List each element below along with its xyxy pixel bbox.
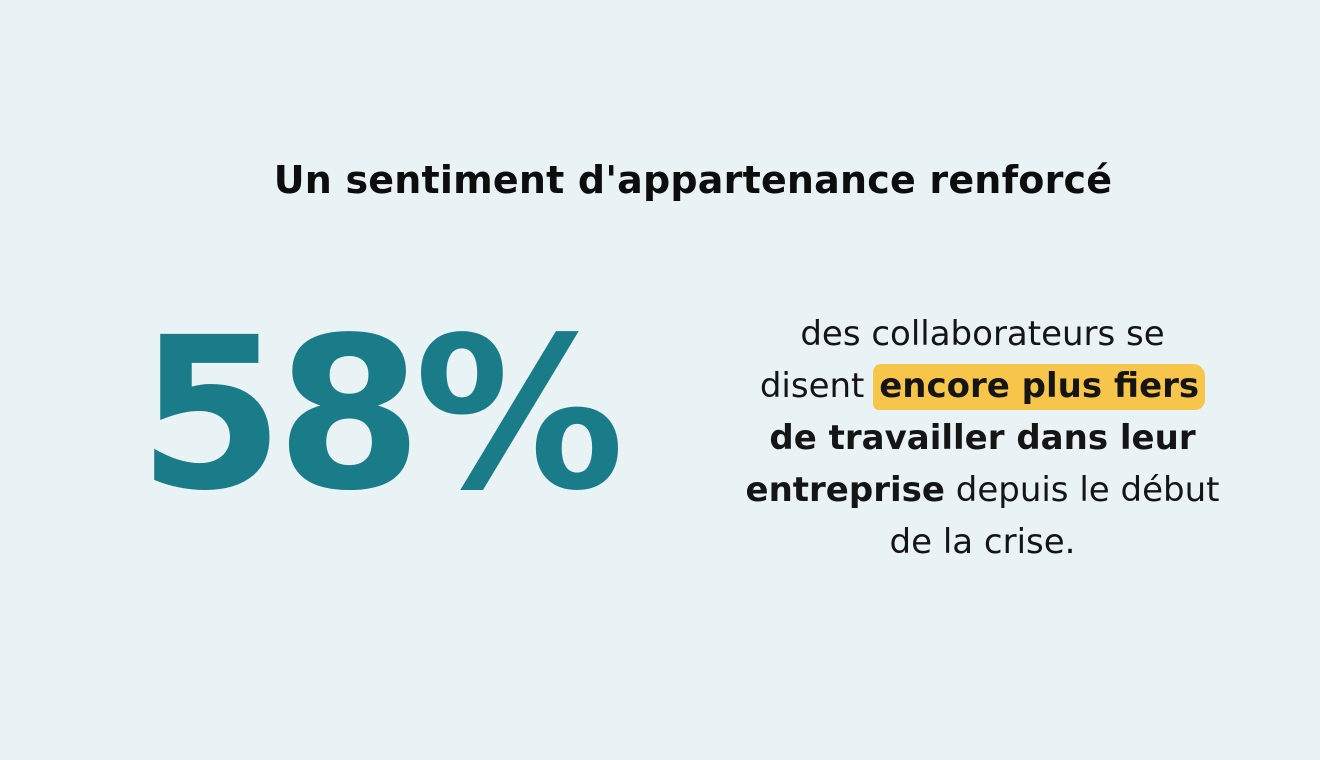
- description-plain-text: depuis le début: [955, 470, 1220, 510]
- description-line-4: entreprise depuis le début: [705, 464, 1260, 516]
- description-line-2: disent encore plus fiers: [705, 360, 1260, 412]
- percentage-stat: 58%: [138, 292, 625, 537]
- description-plain-text: disent: [759, 366, 865, 406]
- slide-title: Un sentiment d'appartenance renforcé: [273, 158, 1113, 202]
- description-line-3: de travailler dans leur: [769, 418, 1196, 458]
- stat-description: des collaborateurs se disent encore plus…: [705, 308, 1260, 568]
- description-line-1: des collaborateurs se: [800, 314, 1165, 354]
- description-line-5: de la crise.: [889, 522, 1076, 562]
- description-bold-text: entreprise: [745, 470, 945, 510]
- highlighted-text: encore plus fiers: [873, 364, 1206, 410]
